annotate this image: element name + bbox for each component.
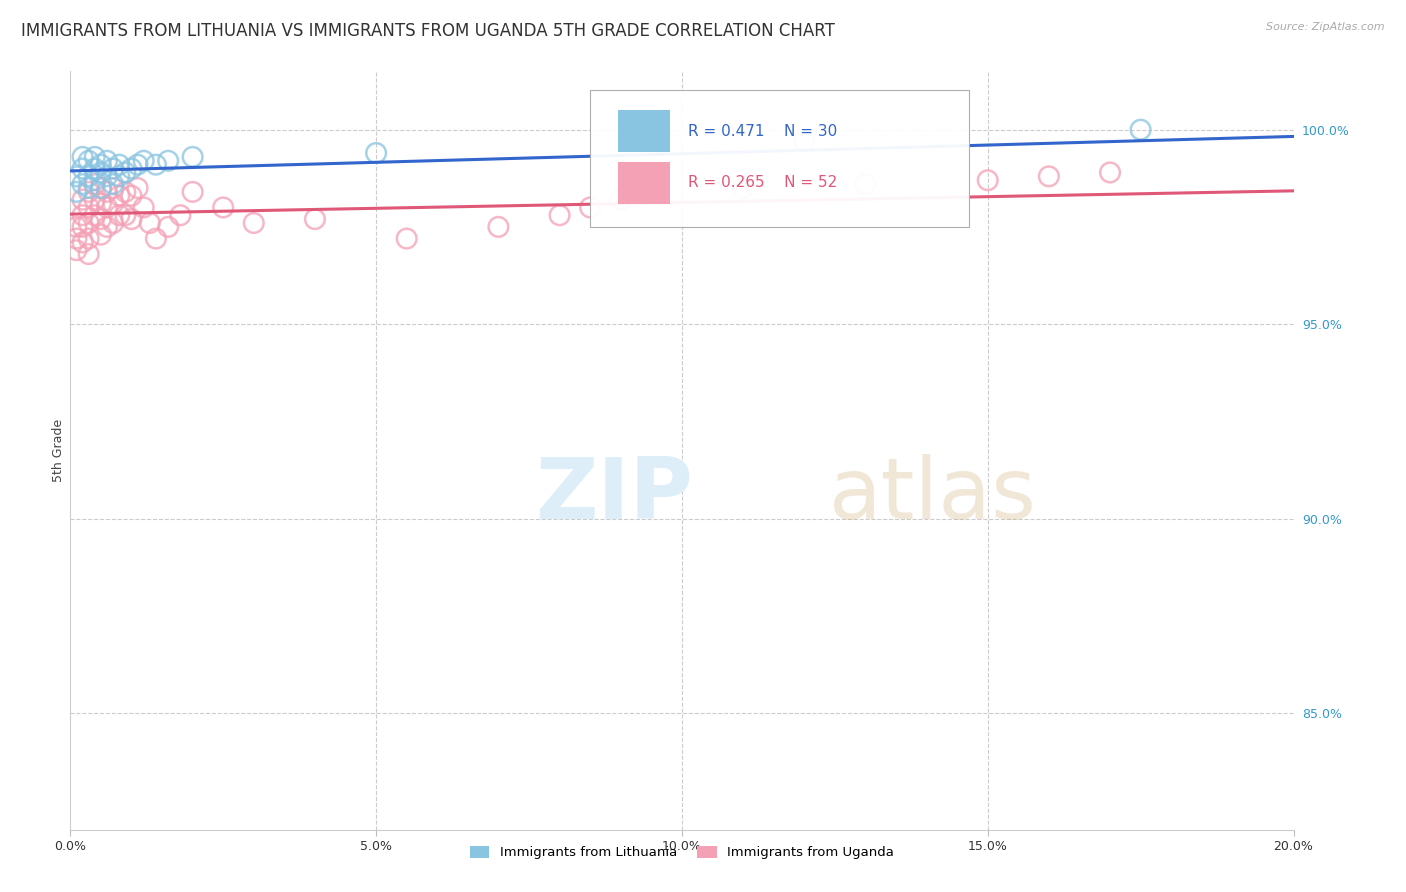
- Point: [855, 177, 877, 191]
- Point: [169, 208, 191, 222]
- Point: [132, 153, 155, 168]
- Point: [96, 201, 118, 215]
- Y-axis label: 5th Grade: 5th Grade: [52, 419, 65, 482]
- Point: [77, 153, 100, 168]
- Point: [243, 216, 266, 230]
- Point: [90, 181, 112, 195]
- Point: [83, 173, 105, 187]
- Point: [733, 181, 755, 195]
- Point: [90, 196, 112, 211]
- Point: [90, 212, 112, 227]
- Point: [1129, 122, 1152, 136]
- Point: [83, 161, 105, 176]
- Point: [72, 161, 94, 176]
- Point: [114, 165, 136, 179]
- Point: [72, 235, 94, 250]
- Point: [77, 181, 100, 195]
- Point: [77, 185, 100, 199]
- Point: [145, 158, 167, 172]
- FancyBboxPatch shape: [591, 90, 969, 227]
- Text: atlas: atlas: [828, 454, 1036, 538]
- Point: [304, 212, 326, 227]
- Point: [108, 169, 131, 184]
- Point: [90, 165, 112, 179]
- Point: [579, 201, 602, 215]
- Point: [77, 201, 100, 215]
- Legend: Immigrants from Lithuania, Immigrants from Uganda: Immigrants from Lithuania, Immigrants fr…: [464, 840, 900, 864]
- Point: [77, 231, 100, 245]
- Point: [90, 181, 112, 195]
- Point: [77, 216, 100, 230]
- Point: [127, 158, 149, 172]
- Point: [65, 231, 87, 245]
- Point: [90, 227, 112, 242]
- Point: [548, 208, 571, 222]
- Point: [121, 188, 143, 202]
- Point: [65, 244, 87, 258]
- Point: [114, 185, 136, 199]
- Point: [395, 231, 418, 245]
- Point: [101, 161, 124, 176]
- Point: [640, 185, 662, 199]
- Bar: [619, 162, 669, 203]
- Point: [139, 216, 162, 230]
- Text: Source: ZipAtlas.com: Source: ZipAtlas.com: [1267, 22, 1385, 32]
- Point: [1099, 165, 1122, 179]
- Text: R = 0.265    N = 52: R = 0.265 N = 52: [688, 176, 838, 190]
- Point: [212, 201, 235, 215]
- Point: [108, 188, 131, 202]
- Point: [101, 177, 124, 191]
- Point: [83, 208, 105, 222]
- Point: [108, 158, 131, 172]
- Point: [65, 169, 87, 184]
- Point: [65, 185, 87, 199]
- Point: [366, 146, 388, 161]
- Point: [101, 181, 124, 195]
- Point: [114, 208, 136, 222]
- Point: [72, 208, 94, 222]
- Point: [96, 219, 118, 234]
- Point: [83, 150, 105, 164]
- Point: [121, 212, 143, 227]
- Point: [108, 208, 131, 222]
- Point: [96, 185, 118, 199]
- Bar: [619, 111, 669, 153]
- Point: [72, 193, 94, 207]
- Point: [65, 219, 87, 234]
- Point: [77, 247, 100, 261]
- Text: IMMIGRANTS FROM LITHUANIA VS IMMIGRANTS FROM UGANDA 5TH GRADE CORRELATION CHART: IMMIGRANTS FROM LITHUANIA VS IMMIGRANTS …: [21, 22, 835, 40]
- Point: [72, 150, 94, 164]
- Point: [83, 193, 105, 207]
- Point: [488, 219, 510, 234]
- Point: [127, 181, 149, 195]
- Point: [132, 201, 155, 215]
- Point: [90, 158, 112, 172]
- Point: [72, 219, 94, 234]
- Point: [96, 153, 118, 168]
- Point: [976, 173, 998, 187]
- Point: [157, 153, 180, 168]
- Point: [121, 161, 143, 176]
- Point: [96, 169, 118, 184]
- Point: [157, 219, 180, 234]
- Point: [101, 216, 124, 230]
- Point: [610, 193, 633, 207]
- Point: [77, 169, 100, 184]
- Point: [793, 134, 815, 148]
- Point: [72, 177, 94, 191]
- Text: R = 0.471    N = 30: R = 0.471 N = 30: [688, 124, 838, 139]
- Point: [101, 196, 124, 211]
- Text: ZIP: ZIP: [536, 454, 693, 538]
- Point: [181, 150, 204, 164]
- Point: [145, 231, 167, 245]
- Point: [1038, 169, 1060, 184]
- Point: [83, 177, 105, 191]
- Point: [181, 185, 204, 199]
